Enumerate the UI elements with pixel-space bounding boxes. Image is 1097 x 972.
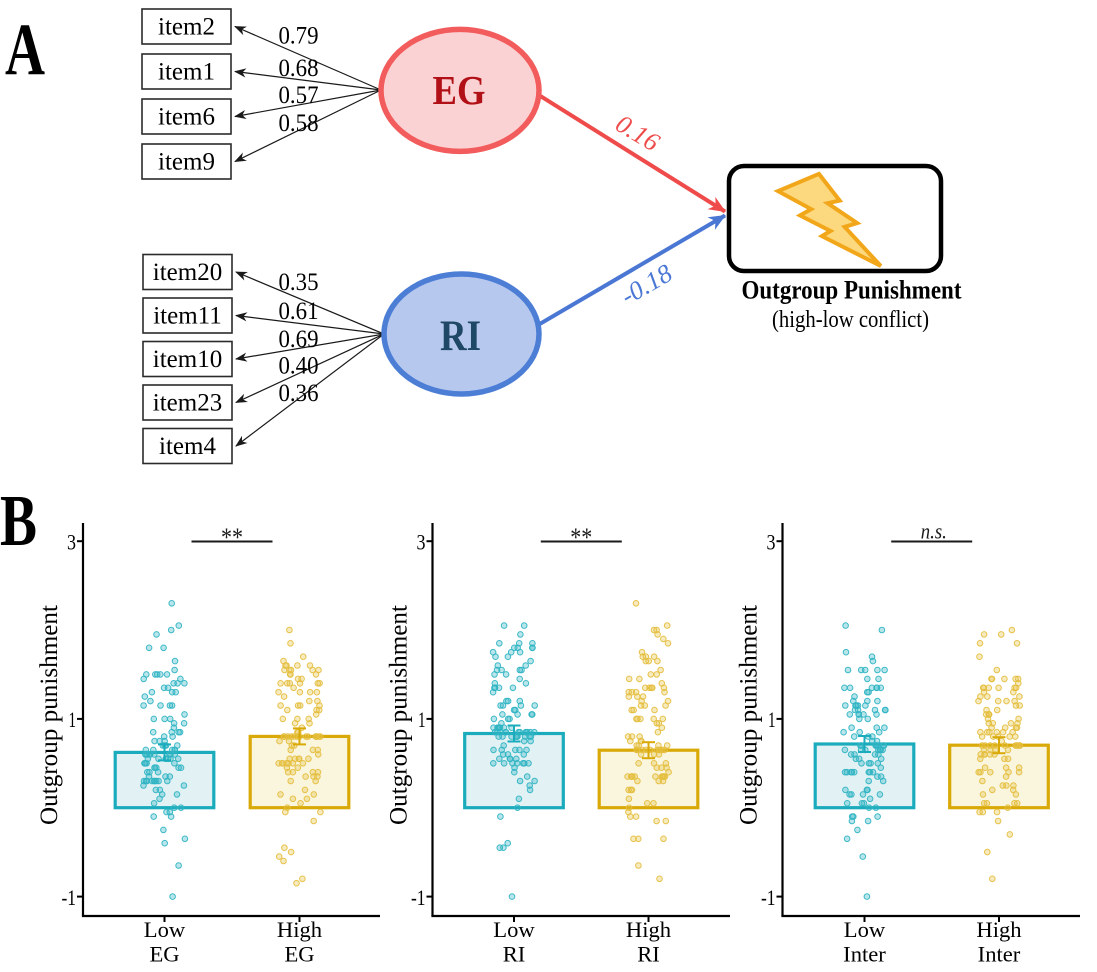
svg-text:3: 3 bbox=[67, 529, 76, 554]
svg-text:B: B bbox=[0, 480, 37, 561]
svg-text:item2: item2 bbox=[158, 14, 215, 41]
svg-text:EG: EG bbox=[149, 942, 179, 967]
svg-text:**: ** bbox=[570, 523, 592, 552]
svg-text:-1: -1 bbox=[411, 885, 426, 910]
svg-text:item23: item23 bbox=[153, 390, 222, 417]
svg-text:3: 3 bbox=[767, 529, 776, 554]
svg-text:item1: item1 bbox=[158, 59, 215, 86]
svg-text:High: High bbox=[976, 917, 1021, 942]
svg-text:Outgroup punishment: Outgroup punishment bbox=[34, 605, 63, 825]
svg-text:(high-low conflict): (high-low conflict) bbox=[772, 306, 929, 333]
svg-text:A: A bbox=[5, 9, 45, 91]
svg-text:1: 1 bbox=[69, 707, 77, 732]
svg-text:0.36: 0.36 bbox=[279, 380, 319, 407]
svg-text:Low: Low bbox=[493, 917, 535, 942]
svg-text:RI: RI bbox=[440, 313, 481, 360]
svg-text:0.69: 0.69 bbox=[279, 326, 319, 353]
svg-text:RI: RI bbox=[503, 942, 526, 967]
svg-text:0.40: 0.40 bbox=[279, 353, 319, 380]
svg-text:Low: Low bbox=[844, 917, 886, 942]
svg-text:Low: Low bbox=[144, 917, 186, 942]
svg-text:Outgroup Punishment: Outgroup Punishment bbox=[742, 275, 962, 305]
svg-text:EG: EG bbox=[433, 67, 486, 113]
svg-text:0.58: 0.58 bbox=[279, 110, 319, 137]
svg-text:High: High bbox=[277, 917, 322, 942]
svg-text:item20: item20 bbox=[153, 259, 222, 286]
svg-text:0.35: 0.35 bbox=[279, 269, 319, 296]
svg-text:0.57: 0.57 bbox=[279, 82, 319, 109]
svg-text:0.79: 0.79 bbox=[279, 23, 319, 50]
svg-text:1: 1 bbox=[768, 707, 776, 732]
svg-text:Outgroup punishment: Outgroup punishment bbox=[384, 605, 413, 825]
svg-text:0.61: 0.61 bbox=[279, 298, 319, 325]
svg-text:item11: item11 bbox=[153, 303, 222, 330]
svg-text:item4: item4 bbox=[159, 433, 216, 460]
svg-text:n.s.: n.s. bbox=[921, 519, 947, 544]
svg-text:RI: RI bbox=[637, 942, 660, 967]
svg-text:Inter: Inter bbox=[843, 942, 886, 967]
svg-text:0.68: 0.68 bbox=[279, 55, 319, 82]
svg-text:item6: item6 bbox=[158, 104, 215, 131]
svg-text:Outgroup punishment: Outgroup punishment bbox=[734, 605, 763, 825]
svg-text:-1: -1 bbox=[62, 885, 77, 910]
svg-text:High: High bbox=[626, 917, 671, 942]
svg-text:1: 1 bbox=[418, 707, 426, 732]
svg-text:item10: item10 bbox=[153, 346, 222, 373]
svg-text:**: ** bbox=[221, 523, 243, 552]
svg-text:Inter: Inter bbox=[978, 942, 1021, 967]
svg-text:-1: -1 bbox=[761, 885, 776, 910]
svg-text:item9: item9 bbox=[158, 149, 215, 176]
svg-text:3: 3 bbox=[417, 529, 426, 554]
svg-text:EG: EG bbox=[284, 942, 314, 967]
